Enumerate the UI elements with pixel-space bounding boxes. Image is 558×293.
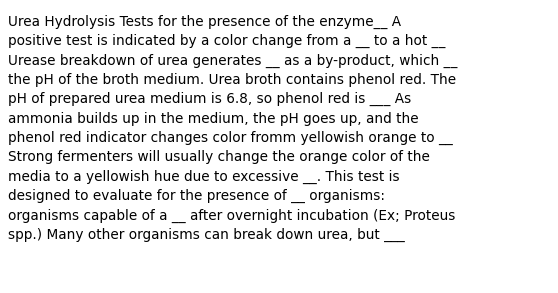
Text: Urea Hydrolysis Tests for the presence of the enzyme__ A
positive test is indica: Urea Hydrolysis Tests for the presence o… [8,15,458,242]
